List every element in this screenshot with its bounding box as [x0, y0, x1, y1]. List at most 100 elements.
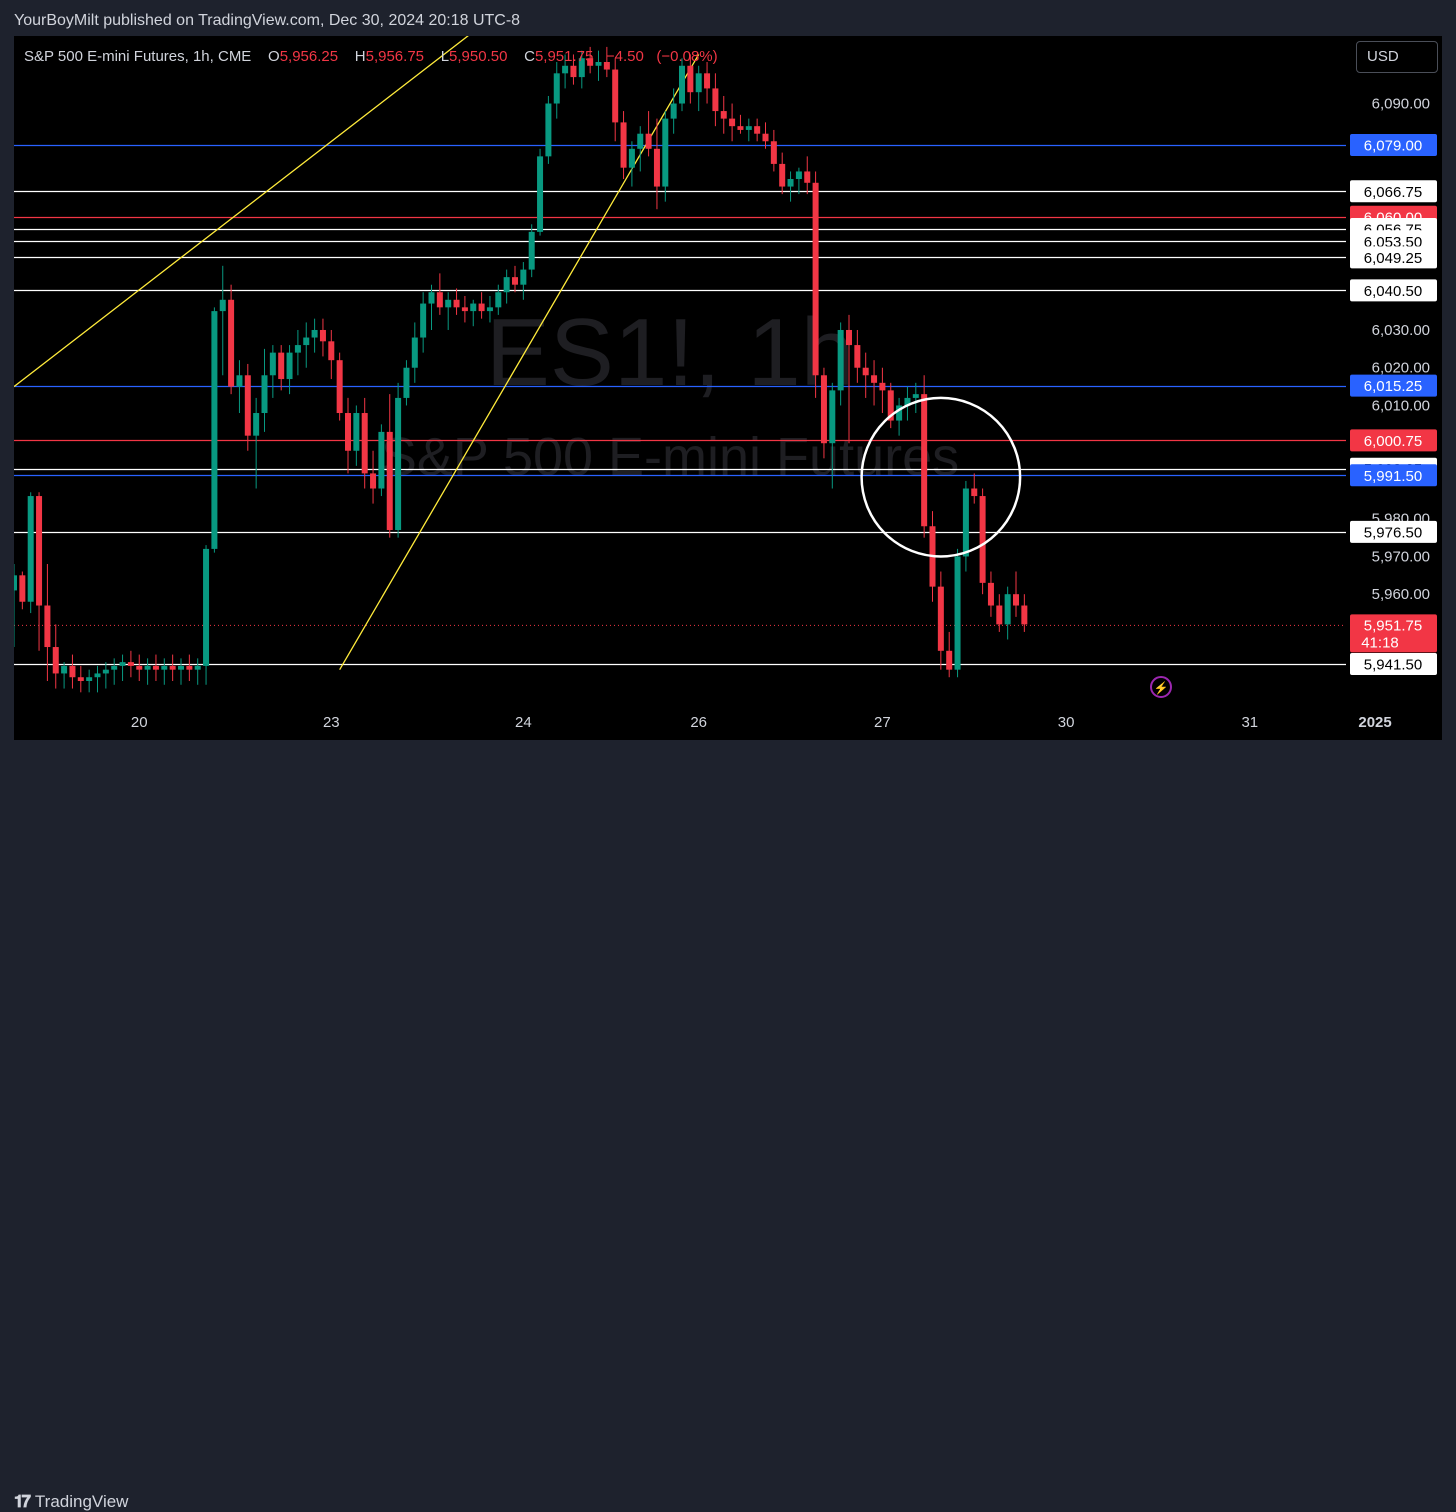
candle-body [754, 126, 761, 134]
candle-body [603, 62, 610, 70]
price-tick-label: 5,960.00 [1372, 586, 1430, 603]
candle-body [545, 103, 552, 157]
candle-body [61, 665, 68, 674]
close-value: 5,951.75 [534, 48, 594, 65]
candle-body [503, 277, 510, 293]
candle-body [336, 360, 343, 414]
price-tick-label: 6,020.00 [1372, 360, 1430, 377]
candle-body [161, 665, 168, 670]
candle-body [144, 665, 151, 670]
candle-body [695, 73, 702, 93]
candle-body [186, 665, 193, 670]
candle-body [461, 307, 468, 312]
candle-body [178, 665, 184, 670]
candle-body [528, 231, 535, 270]
price-level-badge [1350, 246, 1437, 269]
price-level-badge [1350, 374, 1437, 397]
candle-body [94, 673, 101, 678]
footer-bar: 𝟏𝟕 TradingView [0, 740, 1456, 1511]
candle-body [846, 329, 852, 346]
candle-body [44, 605, 51, 648]
price-level-badge [1350, 653, 1437, 676]
symbol-description[interactable]: S&P 500 E-mini Futures, 1h, CME [24, 48, 252, 65]
candle-body [136, 665, 143, 670]
tradingview-logo[interactable]: 𝟏𝟕 TradingView [14, 1492, 128, 1512]
candle-body [294, 345, 301, 353]
candle-body [712, 88, 719, 112]
candle-body [27, 496, 34, 602]
candle-body [904, 397, 911, 406]
candle-body [987, 582, 994, 606]
candle-body [854, 345, 861, 368]
candle-body [670, 103, 677, 119]
candle-body [653, 148, 660, 187]
candle-body [921, 394, 928, 527]
price-level-badge [1350, 429, 1437, 452]
ohlc-legend: S&P 500 E-mini Futures, 1h, CME O5,956.2… [24, 48, 718, 65]
publish-bar: YourBoyMilt published on TradingView.com… [0, 0, 1456, 36]
candle-body [737, 126, 744, 130]
watermark-ticker: ES1!, 1h [486, 299, 854, 406]
candle-body [102, 669, 109, 674]
flash-marker-ring [1150, 676, 1172, 698]
currency-button[interactable]: USD [1356, 41, 1438, 73]
candle-body [328, 341, 335, 361]
candle-body [687, 65, 694, 93]
price-tick-label: 6,010.00 [1372, 397, 1430, 414]
candle-body [787, 179, 794, 187]
price-level-badge [1350, 520, 1437, 543]
price-chart[interactable]: ES1!, 1hS&P 500 E-mini Futures ⚡ 6,090.00 6… [0, 0, 1456, 784]
candle-body [612, 69, 619, 123]
plot-background [14, 36, 1442, 705]
lightning-icon: ⚡ [1154, 681, 1169, 695]
candle-body [954, 556, 961, 670]
candle-body [244, 375, 251, 436]
candle-body [228, 299, 235, 387]
price-level-badge [1350, 464, 1437, 487]
candle-body [36, 496, 43, 606]
open-value: 5,956.25 [279, 48, 339, 65]
candle-body [261, 375, 268, 414]
candle-body [979, 496, 986, 583]
candles [14, 46, 1028, 693]
plot-layer: ES1!, 1hS&P 500 E-mini Futures ⚡ [14, 36, 1346, 698]
candle-body [370, 473, 377, 489]
candle-body [386, 431, 393, 531]
candle-body [837, 329, 844, 391]
candle-body [420, 303, 427, 338]
price-tick-label: 5,970.00 [1372, 548, 1430, 565]
candle-body [520, 269, 527, 285]
brand-name: TradingView [34, 1492, 129, 1511]
candle-body [77, 677, 84, 681]
price-tick-label: 6,030.00 [1372, 322, 1430, 339]
candle-body [1013, 594, 1019, 606]
price-level-badge [1350, 134, 1437, 157]
candle-body [971, 488, 978, 497]
tradingview-logo-icon: 𝟏𝟕 [14, 1492, 31, 1511]
candle-body [587, 58, 594, 66]
candle-body [219, 299, 226, 312]
candle-body [361, 413, 368, 474]
time-tick-label: 30 [1058, 714, 1075, 731]
publisher-info: YourBoyMilt published on TradingView.com… [14, 12, 521, 29]
time-tick-label: 24 [515, 714, 532, 731]
time-tick-label: 27 [874, 714, 891, 731]
candle-body [52, 647, 59, 674]
candle-body [637, 133, 644, 149]
candle-body [779, 163, 786, 187]
candle-body [119, 662, 126, 666]
candle-body [445, 299, 452, 308]
time-axis [14, 705, 1442, 740]
candle-body [762, 133, 769, 142]
candle-body [428, 292, 435, 304]
time-tick-label: 2025 [1358, 714, 1391, 731]
price-level-label: 5,991.50 [1364, 468, 1422, 485]
trendline [339, 54, 700, 671]
candle-body [303, 337, 310, 346]
candle-body [770, 141, 777, 164]
candle-body [203, 548, 210, 666]
candle-body [729, 118, 736, 127]
time-axis-labels: 20 23 24 26 27 30 31 2025 [131, 714, 1392, 731]
candle-body [628, 148, 635, 168]
candle-body [127, 662, 134, 666]
